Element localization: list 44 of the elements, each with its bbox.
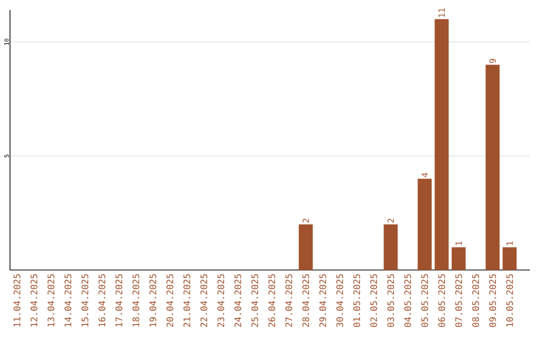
data-label: 1 xyxy=(506,241,513,245)
x-tick-label: 07.05.2025 xyxy=(455,274,462,327)
x-tick-label: 29.04.2025 xyxy=(319,274,326,327)
x-tick-label: 19.04.2025 xyxy=(149,274,156,326)
x-tick-label: 20.04.2025 xyxy=(166,274,174,327)
data-label: 9 xyxy=(489,59,496,64)
x-tick-label: 03.05.2025 xyxy=(387,274,394,327)
x-tick-label: 02.05.2025 xyxy=(370,274,378,327)
x-tick-label: 10.05.2025 xyxy=(506,274,514,326)
bar xyxy=(486,64,500,270)
bar xyxy=(502,247,517,270)
x-tick-label: 26.04.2025 xyxy=(268,274,276,327)
x-tick-label: 17.04.2025 xyxy=(116,274,122,326)
x-tick-label: 30.04.2025 xyxy=(336,274,344,327)
x-tick-label: 12.04.2025 xyxy=(30,274,38,326)
x-tick-label: 27.04.2025 xyxy=(285,274,292,327)
x-tick-label: 13.04.2025 xyxy=(48,274,54,326)
x-tick-label: 09.05.2025 xyxy=(489,274,496,327)
x-tick-label: 15.04.2025 xyxy=(82,274,88,326)
data-label: 1 xyxy=(456,241,462,245)
x-tick-label: 05.05.2025 xyxy=(421,274,428,327)
x-tick-label: 25.04.2025 xyxy=(251,274,258,327)
x-tick-label: 28.04.2025 xyxy=(302,274,310,327)
data-label: 2 xyxy=(302,218,309,223)
bar xyxy=(298,224,313,270)
x-tick-label: 08.05.2025 xyxy=(472,274,480,327)
x-tick-label: 06.05.2025 xyxy=(438,274,446,327)
x-tick-label: 01.05.2025 xyxy=(353,274,360,327)
data-label: 11 xyxy=(438,8,445,17)
bar xyxy=(452,247,466,270)
x-tick-label: 16.04.2025 xyxy=(98,274,106,326)
data-label: 4 xyxy=(422,172,428,178)
x-tick-label: 22.04.2025 xyxy=(200,274,208,327)
data-label: 2 xyxy=(388,218,394,223)
bar xyxy=(434,19,449,270)
x-tick-label: 23.04.2025 xyxy=(217,274,224,327)
x-tick-label: 14.04.2025 xyxy=(64,274,72,326)
bar xyxy=(384,224,398,270)
x-tick-label: 04.05.2025 xyxy=(404,274,412,327)
x-tick-label: 18.04.2025 xyxy=(132,274,140,326)
x-tick-label: 11.04.2025 xyxy=(14,274,20,326)
x-tick-label: 24.04.2025 xyxy=(234,274,242,327)
bar xyxy=(418,178,432,270)
x-tick-label: 21.04.2025 xyxy=(183,274,190,327)
